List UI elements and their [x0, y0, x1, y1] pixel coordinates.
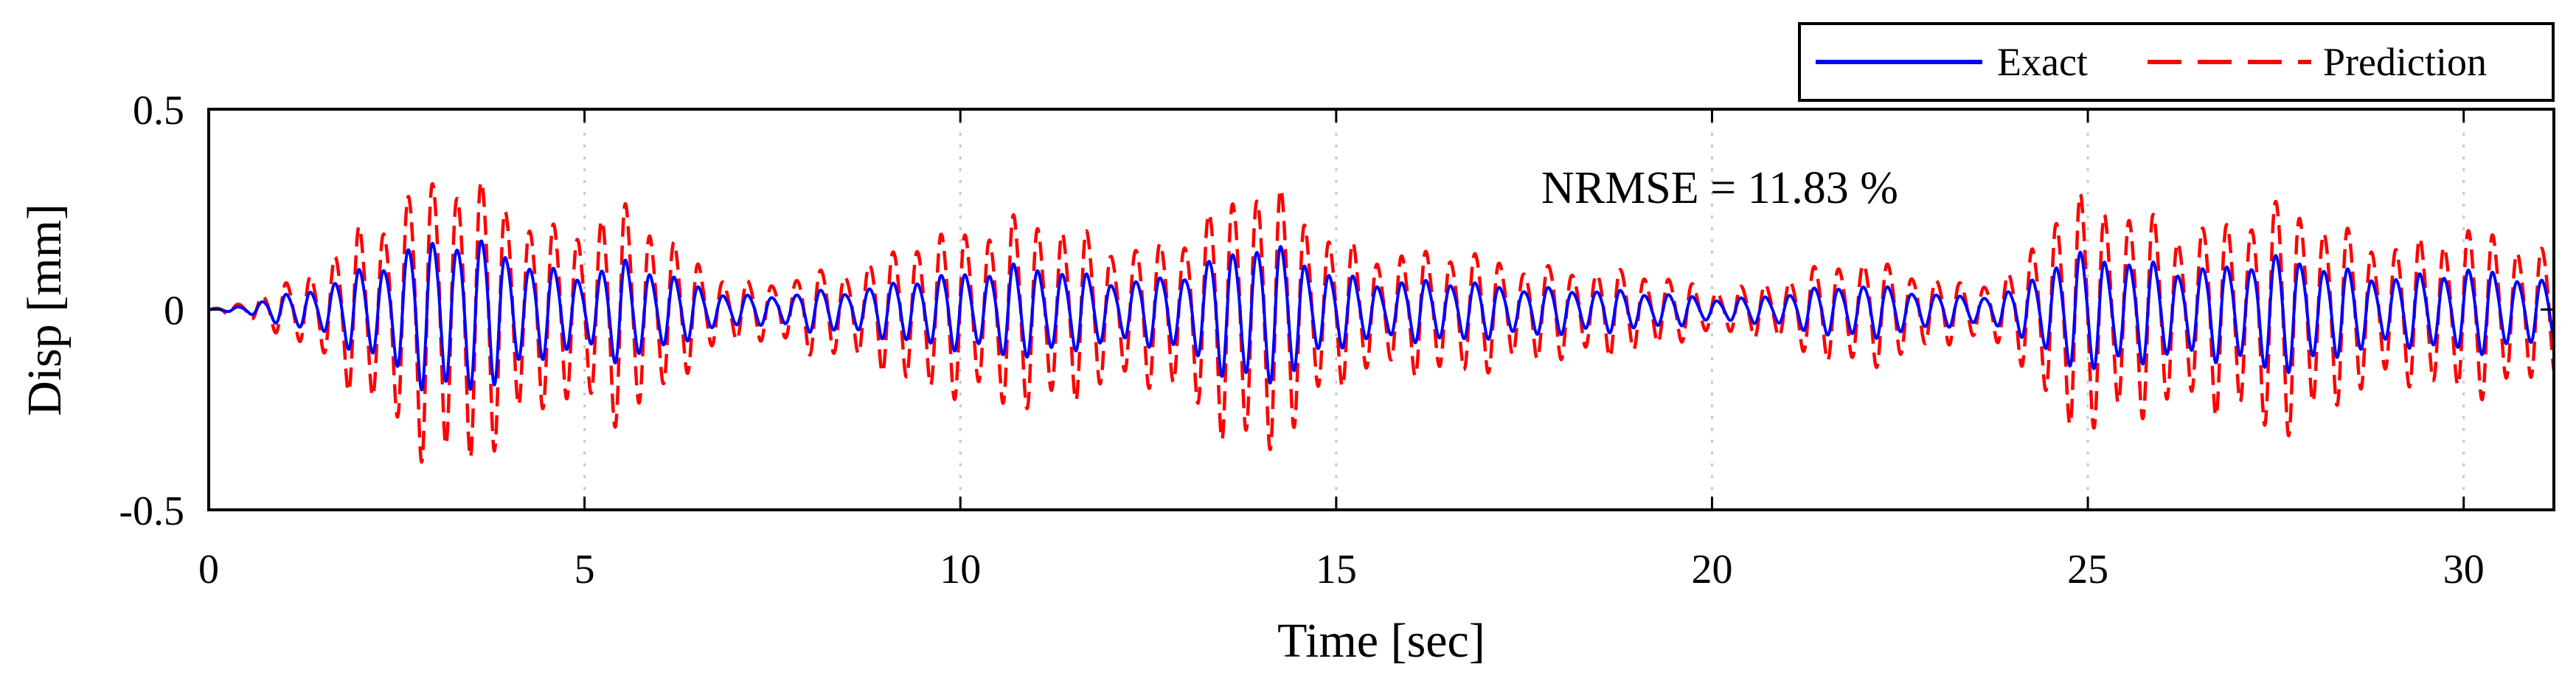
- x-axis-label: Time [sec]: [1277, 614, 1485, 668]
- annotation-nrmse: NRMSE = 11.83 %: [1541, 163, 1898, 213]
- x-tick-label: 20: [1691, 547, 1732, 592]
- series-layer: [207, 180, 2556, 464]
- series-line-prediction: [207, 180, 2556, 464]
- y-axis-label: Disp [mm]: [18, 204, 72, 416]
- legend: Exact Prediction: [1798, 22, 2555, 102]
- tick-layer: 0 5 10 15 20 25 30 0.5 0 -0.5: [119, 88, 2554, 592]
- x-tick-label: 0: [198, 547, 219, 592]
- x-tick-label: 25: [2067, 547, 2108, 592]
- x-tick-label: 5: [574, 547, 595, 592]
- legend-label-exact: Exact: [1997, 40, 2088, 84]
- series-line-exact: [207, 239, 2555, 392]
- y-tick-label: -0.5: [119, 488, 184, 534]
- x-tick-label: 10: [940, 547, 981, 592]
- x-tick-label: 15: [1316, 547, 1357, 592]
- x-tick-label: 30: [2443, 547, 2485, 592]
- legend-label-prediction: Prediction: [2323, 40, 2487, 84]
- y-tick-label: 0.5: [133, 88, 184, 134]
- y-tick-label: 0: [164, 288, 184, 334]
- grid-layer: [583, 109, 2465, 510]
